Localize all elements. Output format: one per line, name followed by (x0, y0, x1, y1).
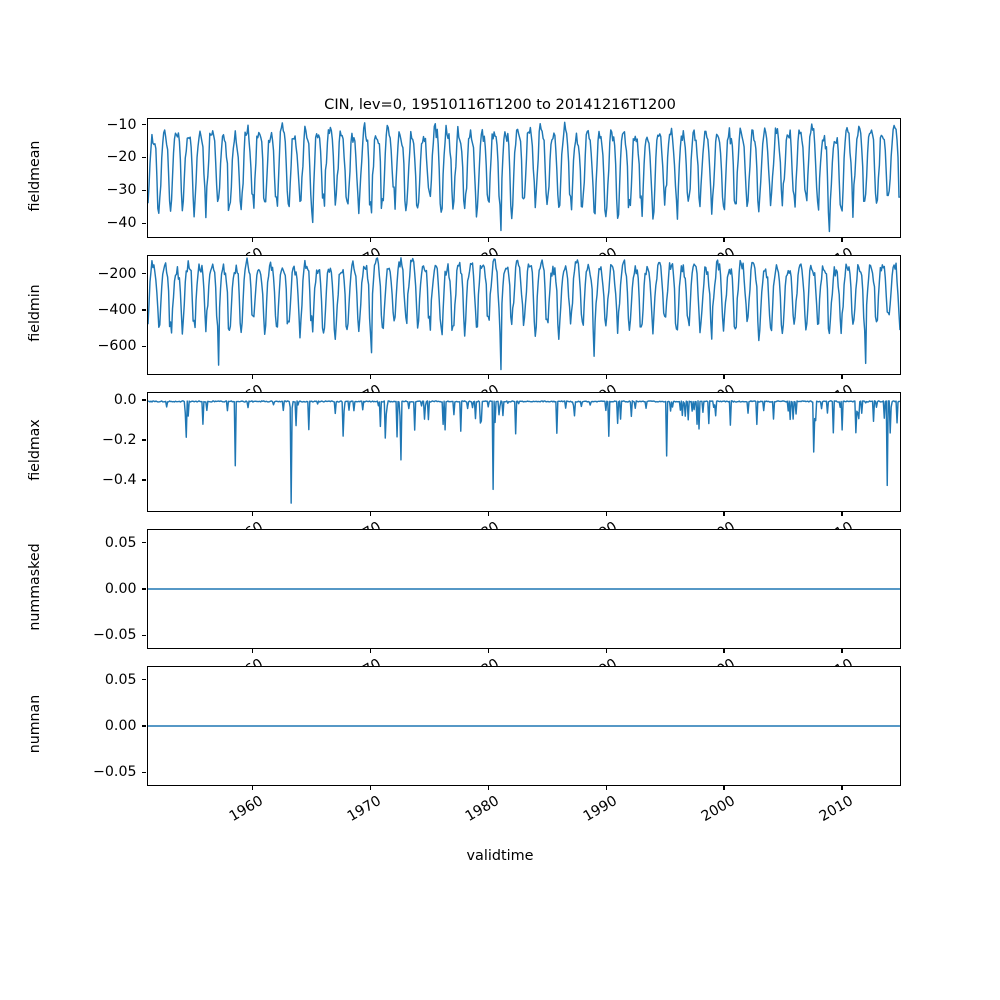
x-tick-mark (487, 649, 489, 654)
x-tick-mark (487, 512, 489, 517)
y-tick-label: −40 (106, 215, 137, 232)
y-tick-mark (142, 771, 147, 773)
x-tick-mark (369, 375, 371, 380)
series-svg (147, 400, 900, 504)
y-axis-label-nummasked: nummasked (26, 543, 43, 631)
y-tick-label: 0.0 (113, 392, 137, 408)
x-tick-mark (841, 512, 843, 517)
x-axis-label: validtime (466, 848, 534, 864)
x-tick-mark (251, 786, 253, 791)
plot-area (147, 256, 900, 374)
x-tick-mark (369, 786, 371, 791)
x-tick-mark (251, 238, 253, 243)
x-tick-mark (841, 786, 843, 791)
subplot-fieldmin (146, 255, 901, 375)
y-tick-label: 0.05 (104, 671, 137, 688)
x-tick-mark (841, 238, 843, 243)
data-line-fieldmean (147, 121, 900, 233)
y-tick-mark (142, 124, 147, 126)
x-tick-mark (369, 512, 371, 517)
x-tick-mark (605, 512, 607, 517)
y-tick-mark (142, 309, 147, 311)
x-tick-mark (605, 649, 607, 654)
x-tick-mark (251, 375, 253, 380)
y-tick-mark (142, 634, 147, 636)
subplot-nummasked (146, 529, 901, 649)
series-svg (147, 588, 900, 590)
y-axis-label-numnan: numnan (26, 694, 43, 754)
x-tick-mark (841, 649, 843, 654)
y-tick-label: −0.2 (102, 432, 137, 448)
x-tick-mark (487, 786, 489, 791)
y-tick-mark (142, 479, 147, 481)
y-tick-label: −0.05 (93, 627, 137, 644)
data-line-fieldmin (147, 257, 900, 371)
y-tick-label: 0.00 (104, 718, 137, 734)
x-tick-mark (723, 512, 725, 517)
series-svg (147, 725, 900, 727)
x-tick-mark (723, 375, 725, 380)
x-tick-mark (723, 786, 725, 791)
x-tick-mark (723, 238, 725, 243)
x-tick-mark (487, 375, 489, 380)
x-tick-mark (487, 238, 489, 243)
x-tick-mark (251, 512, 253, 517)
plot-area (147, 667, 900, 785)
plot-area (147, 119, 900, 237)
plot-area (147, 530, 900, 648)
subplot-fieldmean (146, 118, 901, 238)
x-tick-mark (605, 786, 607, 791)
y-tick-mark (142, 679, 147, 681)
y-tick-mark (142, 399, 147, 401)
series-svg (147, 121, 900, 233)
x-tick-mark (841, 375, 843, 380)
x-tick-mark (369, 238, 371, 243)
y-tick-label: −200 (97, 265, 137, 282)
y-tick-label: −20 (106, 149, 137, 166)
y-tick-mark (142, 222, 147, 224)
x-tick-mark (251, 649, 253, 654)
y-tick-mark (142, 542, 147, 544)
x-tick-mark (723, 649, 725, 654)
y-tick-label: −0.05 (93, 764, 137, 781)
y-axis-label-fieldmax: fieldmax (26, 419, 43, 481)
y-tick-label: 0.05 (104, 534, 137, 551)
y-tick-mark (142, 588, 147, 590)
x-tick-mark (369, 649, 371, 654)
y-tick-mark (142, 156, 147, 158)
y-axis-label-fieldmean: fieldmean (26, 140, 43, 212)
subplot-numnan (146, 666, 901, 786)
y-tick-label: 0.00 (104, 581, 137, 597)
y-axis-label-fieldmin: fieldmin (26, 284, 43, 342)
subplot-fieldmax (146, 392, 901, 512)
figure-title: CIN, lev=0, 19510116T1200 to 20141216T12… (324, 96, 676, 113)
y-tick-mark (142, 189, 147, 191)
x-tick-mark (605, 238, 607, 243)
y-tick-mark (142, 345, 147, 347)
y-tick-label: −600 (97, 338, 137, 355)
y-tick-label: −10 (106, 116, 137, 133)
y-tick-mark (142, 439, 147, 441)
y-tick-mark (142, 273, 147, 275)
y-tick-label: −400 (97, 302, 137, 319)
y-tick-mark (142, 725, 147, 727)
data-line-fieldmax (147, 400, 900, 504)
series-svg (147, 257, 900, 371)
x-tick-mark (605, 375, 607, 380)
y-tick-label: −0.4 (102, 472, 137, 488)
y-tick-label: −30 (106, 182, 137, 199)
plot-area (147, 393, 900, 511)
